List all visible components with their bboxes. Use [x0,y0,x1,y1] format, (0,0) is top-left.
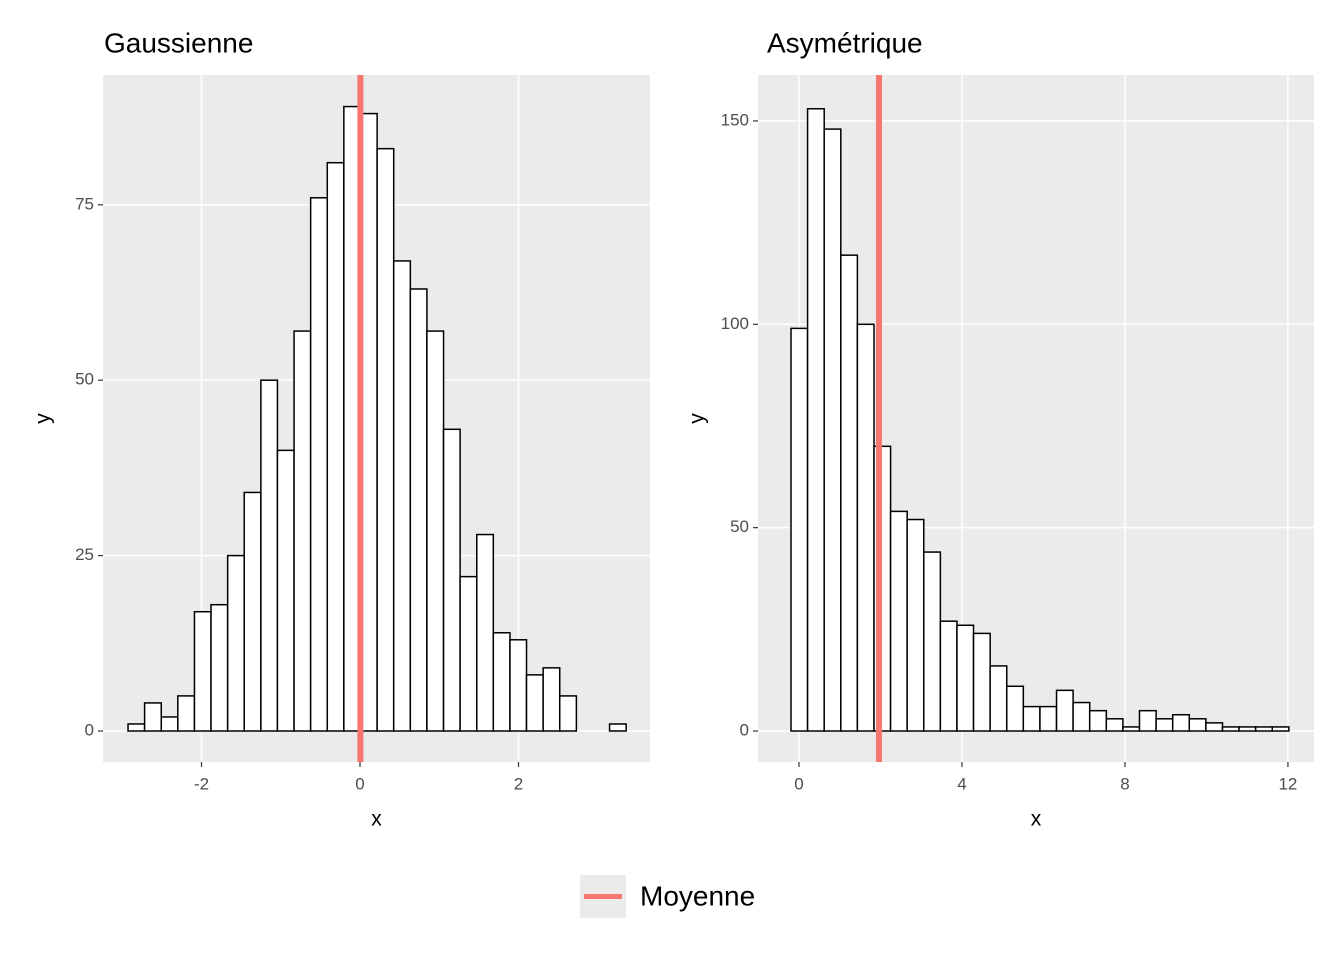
x-axis-title: x [1031,808,1042,831]
bar [177,695,196,732]
bar [293,330,312,732]
bar [608,723,627,732]
y-tick-label: 50 [75,370,94,389]
x-tick-label: -2 [194,774,209,793]
bar [127,723,146,732]
bar [143,702,163,732]
bar [840,254,859,732]
x-tick-label: 0 [355,774,364,793]
y-tick-label: 0 [85,720,94,739]
bar [1088,709,1108,732]
x-axis-title: x [371,808,382,831]
bar [906,518,925,732]
bar [210,603,229,732]
x-tick-label: 2 [514,774,523,793]
bar [426,330,445,732]
bar [856,323,875,732]
bar [1155,718,1174,732]
bar [1055,689,1074,732]
chart-title: Gaussienne [104,27,253,58]
bar [509,639,528,732]
bar [1138,709,1157,732]
bar [160,716,179,732]
bar [309,197,329,732]
y-axis-title: y [686,413,709,424]
bar [956,624,975,732]
bar [939,620,958,732]
x-tick-label: 0 [794,774,803,793]
bar [1072,701,1091,732]
bar [442,428,461,732]
bar [1188,718,1207,732]
bar [492,632,511,732]
bar [376,147,395,732]
chart-title: Asymétrique [767,27,923,58]
bar [409,288,428,732]
bar [525,674,544,732]
bar [392,260,412,732]
bar [823,128,842,732]
bar [476,533,495,732]
bar [193,610,212,732]
x-tick-label: 4 [957,774,966,793]
y-tick-label: 75 [75,194,94,213]
bar [1238,726,1257,732]
y-tick-label: 25 [75,545,94,564]
bar [326,161,345,732]
bar [459,575,478,732]
y-tick-label: 150 [721,110,749,129]
bar [1105,718,1124,732]
bar [226,554,245,732]
y-tick-label: 0 [740,720,749,739]
bar [542,667,561,732]
legend-label: Moyenne [640,880,755,911]
bar [243,491,262,732]
bar [1254,726,1274,732]
bar [922,551,942,732]
bar [972,632,991,732]
x-tick-label: 8 [1120,774,1129,793]
bar [1022,705,1041,732]
bar [989,665,1008,732]
bar [790,327,809,732]
bar [260,379,279,732]
x-tick-label: 12 [1278,774,1297,793]
bar [1171,713,1191,732]
y-axis-title: y [32,413,55,424]
bar [1005,685,1025,732]
y-tick-label: 100 [721,314,749,333]
bar [806,108,825,732]
bar [1271,726,1290,732]
bar [1039,705,1058,732]
bar [276,449,295,732]
bar [1221,726,1240,732]
bar [1122,726,1141,732]
bar [889,510,908,732]
bar [1205,722,1224,732]
y-tick-label: 50 [730,517,749,536]
bar [558,695,578,732]
